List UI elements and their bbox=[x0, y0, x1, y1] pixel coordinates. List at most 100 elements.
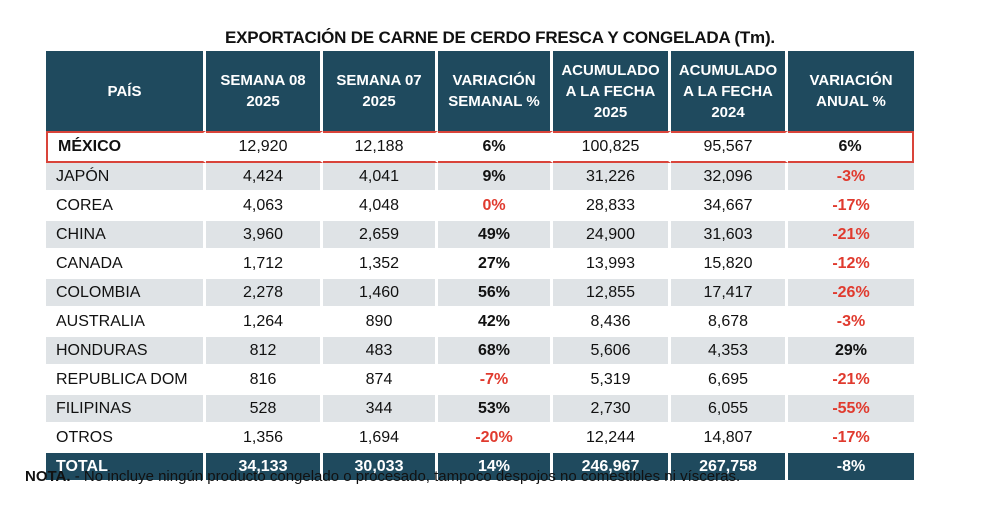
table-row-highlighted: MÉXICO 12,920 12,188 6% 100,825 95,567 6% bbox=[46, 131, 914, 163]
table-row: JAPÓN 4,424 4,041 9% 31,226 32,096 -3% bbox=[46, 163, 914, 192]
cell-acumulado-2024: 95,567 bbox=[671, 131, 788, 163]
cell-variacion-anual: -21% bbox=[788, 221, 914, 250]
cell-acumulado-2024: 267,758 bbox=[671, 453, 788, 480]
cell-semana-08: 2,278 bbox=[206, 279, 323, 308]
cell-variacion-semanal: 68% bbox=[438, 337, 553, 366]
cell-variacion-semanal: 9% bbox=[438, 163, 553, 192]
footnote-label: NOTA. bbox=[25, 468, 71, 485]
header-row: PAÍS SEMANA 08 2025 SEMANA 07 2025 VARIACIÓN S… bbox=[46, 51, 914, 131]
cell-variacion-semanal: 53% bbox=[438, 395, 553, 424]
cell-variacion-semanal: -7% bbox=[438, 366, 553, 395]
cell-acumulado-2025: 8,436 bbox=[553, 308, 671, 337]
cell-semana-07: 874 bbox=[323, 366, 438, 395]
cell-acumulado-2024: 6,695 bbox=[671, 366, 788, 395]
header-acumulado-2024: ACUMULADO A LA FECHA 2024 bbox=[671, 51, 788, 131]
cell-acumulado-2024: 31,603 bbox=[671, 221, 788, 250]
header-line: 2025 bbox=[593, 103, 628, 121]
table-row: OTROS 1,356 1,694 -20% 12,244 14,807 -17% bbox=[46, 424, 914, 453]
cell-variacion-anual: -17% bbox=[788, 192, 914, 221]
cell-acumulado-2025: 24,900 bbox=[553, 221, 671, 250]
header-line: SEMANA 07 bbox=[336, 72, 422, 89]
cell-variacion-anual: -12% bbox=[788, 250, 914, 279]
cell-acumulado-2025: 246,967 bbox=[553, 453, 671, 480]
header-line: ACUMULADO bbox=[561, 61, 660, 79]
cell-variacion-anual: -3% bbox=[788, 308, 914, 337]
cell-variacion-anual: 29% bbox=[788, 337, 914, 366]
header-line: A LA FECHA bbox=[683, 82, 773, 100]
cell-semana-08: 816 bbox=[206, 366, 323, 395]
cell-variacion-semanal: 56% bbox=[438, 279, 553, 308]
cell-acumulado-2024: 32,096 bbox=[671, 163, 788, 192]
cell-semana-07: 4,041 bbox=[323, 163, 438, 192]
cell-pais: COLOMBIA bbox=[46, 279, 206, 308]
table-row: FILIPINAS 528 344 53% 2,730 6,055 -55% bbox=[46, 395, 914, 424]
cell-acumulado-2025: 12,855 bbox=[553, 279, 671, 308]
header-semana-08: SEMANA 08 2025 bbox=[206, 51, 323, 131]
cell-variacion-semanal: 42% bbox=[438, 308, 553, 337]
cell-semana-07: 2,659 bbox=[323, 221, 438, 250]
footnote: NOTA. - No incluye ningún producto conge… bbox=[25, 468, 740, 485]
cell-acumulado-2025: 2,730 bbox=[553, 395, 671, 424]
table-row: HONDURAS 812 483 68% 5,606 4,353 29% bbox=[46, 337, 914, 366]
header-line: SEMANA 08 bbox=[220, 72, 306, 89]
cell-semana-07: 4,048 bbox=[323, 192, 438, 221]
cell-variacion-anual: -3% bbox=[788, 163, 914, 192]
cell-semana-07: 12,188 bbox=[323, 131, 438, 163]
cell-semana-08: 4,063 bbox=[206, 192, 323, 221]
cell-semana-08: 1,264 bbox=[206, 308, 323, 337]
cell-pais: MÉXICO bbox=[46, 131, 206, 163]
cell-semana-08: 3,960 bbox=[206, 221, 323, 250]
cell-variacion-anual: -17% bbox=[788, 424, 914, 453]
header-line: PAÍS bbox=[107, 82, 142, 100]
cell-pais: OTROS bbox=[46, 424, 206, 453]
cell-pais: REPUBLICA DOM bbox=[46, 366, 206, 395]
header-variacion-semanal: VARIACIÓN SEMANAL % bbox=[438, 51, 553, 131]
cell-acumulado-2024: 6,055 bbox=[671, 395, 788, 424]
cell-variacion-semanal: 49% bbox=[438, 221, 553, 250]
cell-semana-07: 890 bbox=[323, 308, 438, 337]
cell-variacion-anual: -26% bbox=[788, 279, 914, 308]
footnote-text: - No incluye ningún producto congelado o… bbox=[70, 468, 741, 485]
pork-export-table: PAÍS SEMANA 08 2025 SEMANA 07 2025 VARIACIÓN S… bbox=[46, 51, 914, 480]
cell-acumulado-2024: 4,353 bbox=[671, 337, 788, 366]
header-acumulado-2025: ACUMULADO A LA FECHA 2025 bbox=[553, 51, 671, 131]
cell-acumulado-2024: 8,678 bbox=[671, 308, 788, 337]
cell-variacion-anual: -21% bbox=[788, 366, 914, 395]
cell-pais: COREA bbox=[46, 192, 206, 221]
table-row: CANADA 1,712 1,352 27% 13,993 15,820 -12% bbox=[46, 250, 914, 279]
cell-semana-08: 4,424 bbox=[206, 163, 323, 192]
cell-acumulado-2025: 100,825 bbox=[553, 131, 671, 163]
cell-semana-07: 1,694 bbox=[323, 424, 438, 453]
cell-acumulado-2024: 17,417 bbox=[671, 279, 788, 308]
cell-semana-08: 12,920 bbox=[206, 131, 323, 163]
cell-semana-07: 1,352 bbox=[323, 250, 438, 279]
header-line: ACUMULADO bbox=[678, 61, 778, 79]
header-line: SEMANAL % bbox=[448, 93, 540, 110]
cell-variacion-semanal: -20% bbox=[438, 424, 553, 453]
cell-semana-08: 812 bbox=[206, 337, 323, 366]
header-line: ANUAL % bbox=[816, 93, 886, 110]
cell-acumulado-2025: 5,606 bbox=[553, 337, 671, 366]
cell-semana-08: 1,356 bbox=[206, 424, 323, 453]
cell-semana-07: 1,460 bbox=[323, 279, 438, 308]
table-row: AUSTRALIA 1,264 890 42% 8,436 8,678 -3% bbox=[46, 308, 914, 337]
table-row: COREA 4,063 4,048 0% 28,833 34,667 -17% bbox=[46, 192, 914, 221]
header-line: VARIACIÓN bbox=[809, 72, 893, 89]
cell-pais: CHINA bbox=[46, 221, 206, 250]
cell-semana-08: 34,133 bbox=[206, 453, 323, 480]
table-row-total: TOTAL 34,133 30,033 14% 246,967 267,758 -8% bbox=[46, 453, 914, 480]
cell-acumulado-2025: 12,244 bbox=[553, 424, 671, 453]
cell-semana-08: 1,712 bbox=[206, 250, 323, 279]
header-line: 2024 bbox=[711, 103, 745, 121]
cell-acumulado-2025: 13,993 bbox=[553, 250, 671, 279]
table-body: MÉXICO 12,920 12,188 6% 100,825 95,567 6% JAPÓN… bbox=[46, 131, 914, 480]
table-title: EXPORTACIÓN DE CARNE DE CERDO FRESCA Y C… bbox=[225, 28, 775, 47]
cell-variacion-anual: 6% bbox=[788, 131, 914, 163]
header-variacion-anual: VARIACIÓN ANUAL % bbox=[788, 51, 914, 131]
cell-acumulado-2025: 31,226 bbox=[553, 163, 671, 192]
cell-acumulado-2024: 34,667 bbox=[671, 192, 788, 221]
cell-variacion-semanal: 0% bbox=[438, 192, 553, 221]
cell-variacion-semanal: 6% bbox=[438, 131, 553, 163]
cell-acumulado-2024: 14,807 bbox=[671, 424, 788, 453]
header-pais: PAÍS bbox=[46, 51, 206, 131]
